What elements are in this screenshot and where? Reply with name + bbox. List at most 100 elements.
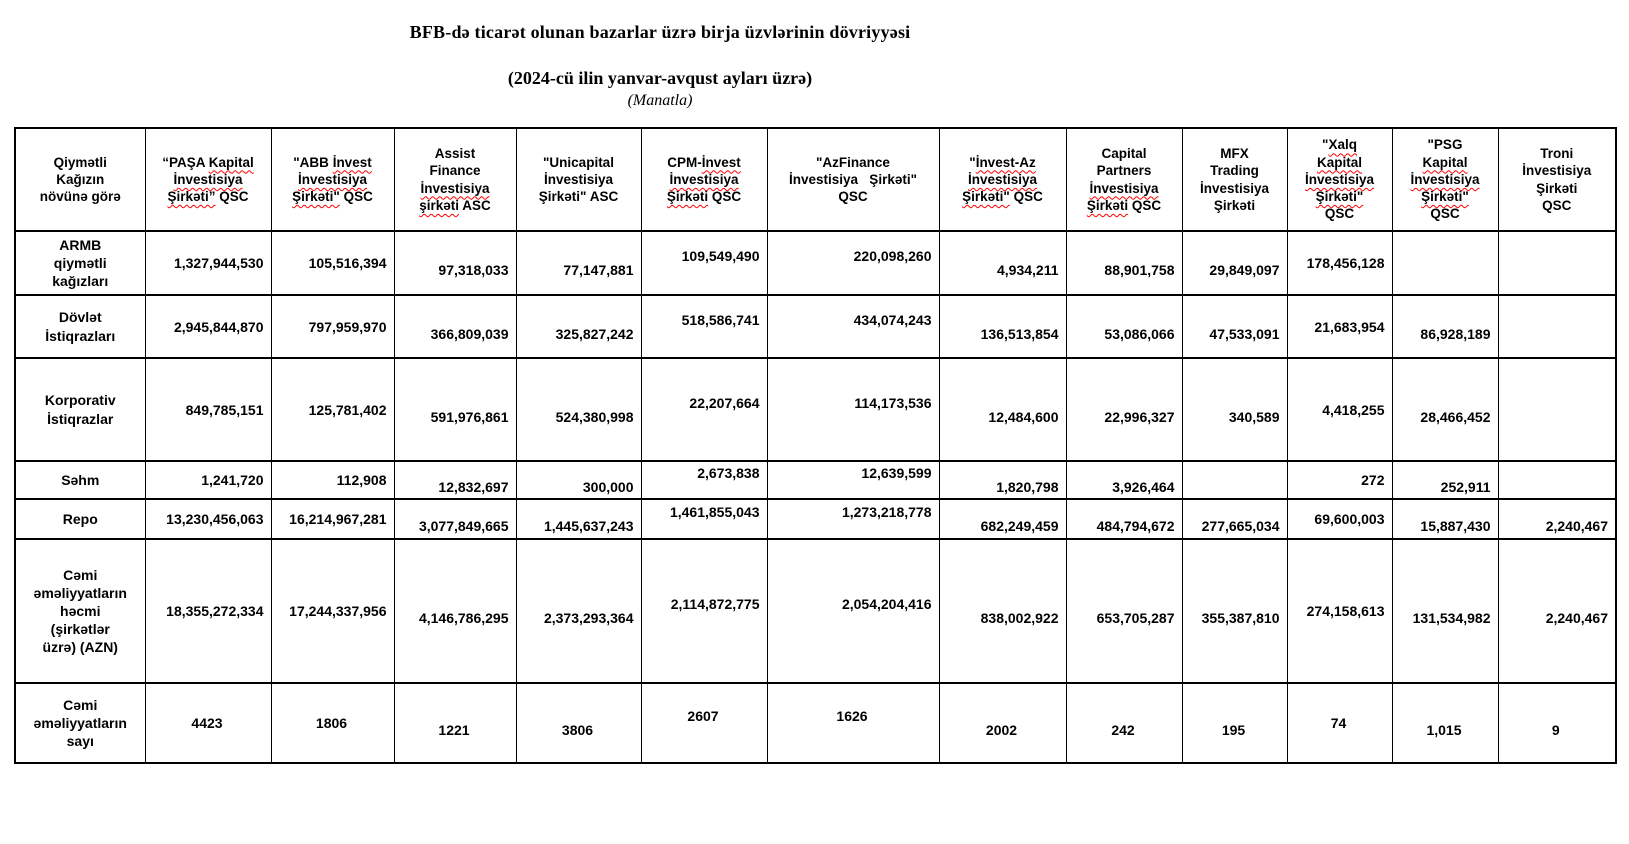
- header-text: QSC: [339, 189, 373, 205]
- cell-dovlet-istiqrazlari-invest-az: 136,513,854: [938, 294, 1067, 359]
- cell-armb-qiymetli-kagizlari-troni: [1497, 230, 1617, 296]
- header-text: Şirkəti: [1536, 180, 1578, 196]
- cell-dovlet-istiqrazlari-azfinance: 434,074,243: [766, 294, 940, 359]
- spellcheck-underlined-text: Kapital: [208, 154, 254, 170]
- cell-repo-invest-az: 682,249,459: [938, 498, 1067, 540]
- table-row-armb-qiymetli-kagizlari: ARMB qiymətli kağızları 1,327,944,530 105,51…: [14, 230, 1617, 296]
- cell-cemi-emeliyyatlarin-sayi-unicapital: 3806: [515, 682, 642, 764]
- spellcheck-underlined-text: İnvestisiya: [1410, 171, 1480, 187]
- cell-repo-mfx-trading: 277,665,034: [1181, 498, 1288, 540]
- spellcheck-underlined-text: Kapital: [1422, 154, 1468, 170]
- cell-dovlet-istiqrazlari-abb-invest: 797,959,970: [270, 294, 395, 359]
- cell-korporativ-istiqrazlar-azfinance: 114,173,536: [766, 357, 940, 462]
- header-text: "Unicapital: [543, 154, 614, 170]
- cell-dovlet-istiqrazlari-capital-partners: 53,086,066: [1065, 294, 1183, 359]
- header-text: Trading: [1210, 163, 1259, 179]
- header-text: "AzFinance: [816, 154, 890, 170]
- cell-cemi-emeliyyatlarin-hecmi-unicapital: 2,373,293,364: [515, 538, 642, 684]
- cell-cemi-emeliyyatlarin-sayi-pasa-kapital: 4423: [144, 682, 272, 764]
- column-header-xalq-kapital: "Xalq Kapital İnvestisiya Şirkəti" QSC: [1286, 127, 1393, 232]
- header-text: QSC: [215, 189, 249, 205]
- cell-cemi-emeliyyatlarin-sayi-invest-az: 2002: [938, 682, 1067, 764]
- cell-sehm-mfx-trading: [1181, 460, 1288, 500]
- spellcheck-underlined-text: Şirkəti: [666, 189, 709, 205]
- spellcheck-underlined-text: İnvestisiya: [173, 171, 243, 187]
- header-text: İnvestisiya Şirkəti": [789, 171, 917, 187]
- header-text: QSC: [838, 189, 868, 205]
- row-label-cemi-emeliyyatlarin-sayi: Cəmi əməliyyatların sayı: [14, 682, 146, 764]
- spellcheck-underlined-text: Şirkəti": [1421, 189, 1469, 205]
- spellcheck-underlined-text: Şirkəti: [1086, 197, 1129, 213]
- header-text: MFX: [1220, 145, 1249, 161]
- cell-repo-unicapital: 1,445,637,243: [515, 498, 642, 540]
- cell-sehm-unicapital: 300,000: [515, 460, 642, 500]
- row-label-dovlet-istiqrazlari: Dövlət İstiqrazları: [14, 294, 146, 359]
- cell-korporativ-istiqrazlar-pasa-kapital: 849,785,151: [144, 357, 272, 462]
- row-label-sehm: Səhm: [14, 460, 146, 500]
- table-row-dovlet-istiqrazlari: Dövlət İstiqrazları 2,945,844,870 797,959,9…: [14, 294, 1617, 359]
- turnover-table: Qiymətli Kağızın növünə görə “PAŞA Kapital İ…: [14, 127, 1617, 764]
- cell-cemi-emeliyyatlarin-hecmi-cpm-invest: 2,114,872,775: [640, 538, 768, 684]
- header-text: CPM-: [667, 154, 702, 170]
- cell-armb-qiymetli-kagizlari-psg-kapital: [1391, 230, 1499, 296]
- cell-korporativ-istiqrazlar-cpm-invest: 22,207,664: [640, 357, 768, 462]
- column-header-mfx-trading: MFX Trading İnvestisiya Şirkəti: [1181, 127, 1288, 232]
- cell-cemi-emeliyyatlarin-hecmi-abb-invest: 17,244,337,956: [270, 538, 395, 684]
- cell-dovlet-istiqrazlari-psg-kapital: 86,928,189: [1391, 294, 1499, 359]
- header-text: İnvestisiya: [1199, 180, 1270, 196]
- header-text: QSC: [1128, 197, 1162, 213]
- cell-repo-azfinance: 1,273,218,778: [766, 498, 940, 540]
- cell-korporativ-istiqrazlar-psg-kapital: 28,466,452: [1391, 357, 1499, 462]
- cell-repo-abb-invest: 16,214,967,281: [270, 498, 395, 540]
- cell-korporativ-istiqrazlar-troni: [1497, 357, 1617, 462]
- cell-armb-qiymetli-kagizlari-assist-finance: 97,318,033: [393, 230, 517, 296]
- page-title: BFB-də ticarət olunan bazarlar üzrə birj…: [409, 22, 911, 42]
- header-text: ": [1322, 137, 1329, 153]
- header-text: QSC: [708, 189, 742, 205]
- spellcheck-underlined-text: Xalq: [1328, 137, 1357, 153]
- table-row-korporativ-istiqrazlar: Korporativ İstiqrazlar 849,785,151 125,781,…: [14, 357, 1617, 462]
- cell-korporativ-istiqrazlar-mfx-trading: 340,589: [1181, 357, 1288, 462]
- cell-armb-qiymetli-kagizlari-unicapital: 77,147,881: [515, 230, 642, 296]
- row-label-cemi-emeliyyatlarin-hecmi: Cəmi əməliyyatların həcmi (şirkətlər üzrə) (…: [14, 538, 146, 684]
- spellcheck-underlined-text: Şirkəti": [292, 189, 340, 205]
- row-label-korporativ-istiqrazlar: Korporativ İstiqrazlar: [14, 357, 146, 462]
- header-text: QSC: [1009, 189, 1043, 205]
- cell-repo-capital-partners: 484,794,672: [1065, 498, 1183, 540]
- spellcheck-underlined-text: Şirkəti": [1315, 189, 1364, 205]
- cell-cemi-emeliyyatlarin-hecmi-invest-az: 838,002,922: [938, 538, 1067, 684]
- cell-sehm-xalq-kapital: 272: [1286, 460, 1393, 500]
- header-text: QSC: [1430, 206, 1460, 222]
- row-label-armb-qiymetli-kagizlari: ARMB qiymətli kağızları: [14, 230, 146, 296]
- cell-cemi-emeliyyatlarin-sayi-assist-finance: 1221: [393, 682, 517, 764]
- unit-note: (Manatla): [627, 92, 693, 109]
- header-text: ": [969, 154, 976, 170]
- cell-cemi-emeliyyatlarin-hecmi-azfinance: 2,054,204,416: [766, 538, 940, 684]
- cell-cemi-emeliyyatlarin-hecmi-capital-partners: 653,705,287: [1065, 538, 1183, 684]
- cell-cemi-emeliyyatlarin-sayi-capital-partners: 242: [1065, 682, 1183, 764]
- header-text: "ABB: [293, 154, 333, 170]
- cell-sehm-invest-az: 1,820,798: [938, 460, 1067, 500]
- table-row-cemi-emeliyyatlarin-sayi: Cəmi əməliyyatların sayı 4423 1806 1221 3806 26…: [14, 682, 1617, 764]
- header-text: “PAŞA: [162, 154, 209, 170]
- column-header-abb-invest: "ABB İnvest İnvestisiya Şirkəti" QSC: [270, 127, 395, 232]
- cell-korporativ-istiqrazlar-capital-partners: 22,996,327: [1065, 357, 1183, 462]
- header-text: "PSG: [1427, 137, 1463, 153]
- title-block: BFB-də ticarət olunan bazarlar üzrə birj…: [0, 22, 1320, 110]
- cell-sehm-pasa-kapital: 1,241,720: [144, 460, 272, 500]
- cell-repo-assist-finance: 3,077,849,665: [393, 498, 517, 540]
- cell-armb-qiymetli-kagizlari-azfinance: 220,098,260: [766, 230, 940, 296]
- cell-armb-qiymetli-kagizlari-pasa-kapital: 1,327,944,530: [144, 230, 272, 296]
- cell-repo-pasa-kapital: 13,230,456,063: [144, 498, 272, 540]
- header-text: Finance: [429, 163, 481, 179]
- cell-repo-cpm-invest: 1,461,855,043: [640, 498, 768, 540]
- spellcheck-underlined-text: İnvestisiya: [967, 171, 1038, 187]
- row-label-repo: Repo: [14, 498, 146, 540]
- header-text: QSC: [1324, 206, 1355, 222]
- column-header-invest-az: "İnvest-Az İnvestisiya Şirkəti" QSC: [938, 127, 1067, 232]
- column-header-psg-kapital: "PSG Kapital İnvestisiya Şirkəti" QSC: [1391, 127, 1499, 232]
- spellcheck-underlined-text: İnvestisiya: [669, 171, 739, 187]
- column-header-capital-partners: Capital Partners İnvestisiya Şirkəti QSC: [1065, 127, 1183, 232]
- cell-cemi-emeliyyatlarin-hecmi-assist-finance: 4,146,786,295: [393, 538, 517, 684]
- spellcheck-underlined-text: şirkəti: [419, 197, 459, 213]
